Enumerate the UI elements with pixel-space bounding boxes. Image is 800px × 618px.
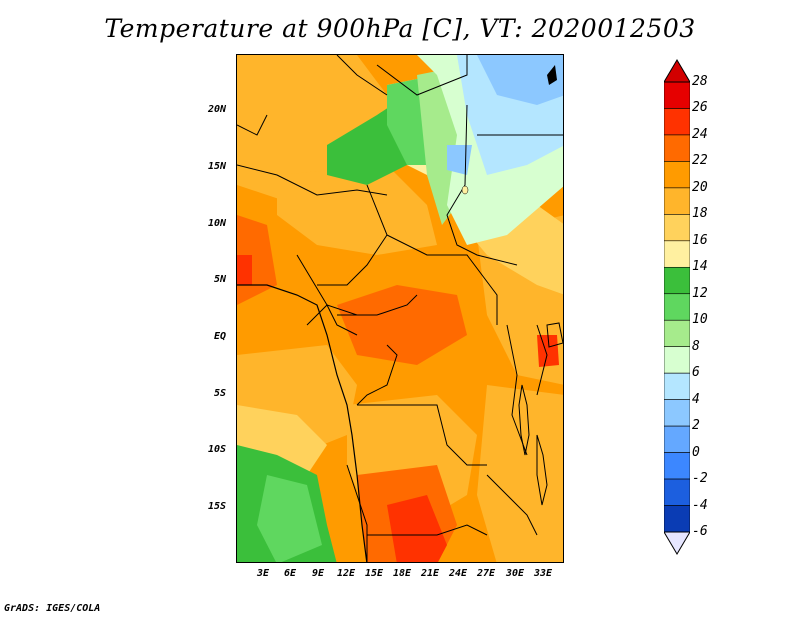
colorbar-bottom-arrow <box>664 531 690 555</box>
lat-label: 5N <box>214 274 227 285</box>
lon-label: 30E <box>506 568 525 579</box>
field-sahel <box>277 165 437 255</box>
border-car <box>386 234 498 325</box>
colorbar-swatch <box>664 399 690 427</box>
field-kalahari-red <box>387 495 447 562</box>
map-title: Temperature at 900hPa [C], VT: 202001250… <box>104 14 696 43</box>
border-angola-drc <box>357 404 487 466</box>
border-botswana <box>367 524 488 536</box>
lake-malawi <box>536 434 548 506</box>
colorbar-swatch <box>664 452 690 480</box>
colorbar-label: -6 <box>692 524 708 539</box>
colorbar-swatch <box>664 346 690 374</box>
colorbar-swatch <box>664 372 690 400</box>
colorbar-swatch <box>664 108 690 136</box>
lake-victoria <box>546 322 563 348</box>
lon-label: 9E <box>312 568 325 579</box>
colorbar-swatch <box>664 240 690 268</box>
border-niger <box>237 164 388 196</box>
colorbar-label: 28 <box>692 74 708 89</box>
border-congo <box>337 294 418 316</box>
colorbar-swatch <box>664 293 690 321</box>
field-congo-hot <box>337 285 467 365</box>
lon-label: 33E <box>534 568 553 579</box>
lat-label: 15S <box>208 501 227 512</box>
border-zambia <box>486 474 538 536</box>
field-blue <box>477 55 563 105</box>
colorbar-swatch <box>664 266 690 295</box>
colorbar-top-arrow <box>664 59 690 83</box>
field-green-sw-inner <box>257 475 322 562</box>
lake-tanganyika <box>518 384 530 456</box>
colorbar <box>664 59 690 555</box>
colorbar-label: -2 <box>692 471 708 487</box>
colorbar-swatches <box>664 81 690 533</box>
border-sudan-chad <box>446 104 518 266</box>
colorbar-label: 24 <box>692 126 708 142</box>
footer-credit: GrADS: IGES/COLA <box>4 603 101 614</box>
colorbar-label: 16 <box>692 232 708 248</box>
colorbar-swatch <box>664 505 690 533</box>
colorbar-label: 20 <box>692 179 708 195</box>
border-mali <box>237 114 268 136</box>
country-borders <box>237 55 563 562</box>
lat-label: 10S <box>208 444 227 455</box>
border-drc-east <box>506 324 528 456</box>
lake-chad <box>461 185 469 195</box>
field-east-south <box>477 385 563 562</box>
lon-label: 21E <box>421 568 440 579</box>
colorbar-swatch <box>664 214 690 242</box>
lon-label: 12E <box>337 568 356 579</box>
colorbar-swatch <box>664 425 690 453</box>
field-westafrica-red <box>237 255 252 285</box>
lon-label: 15E <box>365 568 384 579</box>
border-uganda <box>536 324 548 396</box>
border-namibia <box>346 464 368 562</box>
border-gabon <box>306 304 358 336</box>
colorbar-label: 22 <box>692 153 708 169</box>
colorbar-label: 8 <box>692 338 700 354</box>
lon-label: 18E <box>393 568 412 579</box>
border-drc-west <box>356 344 398 406</box>
colorbar-label: 4 <box>692 391 700 407</box>
temperature-map <box>236 54 564 563</box>
lon-label: 3E <box>257 568 270 579</box>
lon-label: 24E <box>449 568 468 579</box>
lat-label: 15N <box>208 161 227 172</box>
lat-label: 5S <box>214 388 227 399</box>
atlantic-coastline <box>237 284 368 562</box>
colorbar-label: 12 <box>692 285 708 301</box>
colorbar-label: 2 <box>692 418 700 434</box>
border-algeria-libya <box>336 55 388 96</box>
red-sea-coast <box>547 65 557 85</box>
colorbar-swatch <box>664 187 690 215</box>
colorbar-swatch <box>664 81 690 109</box>
colorbar-label: 6 <box>692 365 700 381</box>
colorbar-label: -4 <box>692 497 708 513</box>
lon-label: 6E <box>284 568 297 579</box>
colorbar-swatch <box>664 161 690 189</box>
map-canvas <box>237 55 563 562</box>
lon-label: 27E <box>477 568 496 579</box>
colorbar-label: 18 <box>692 206 708 222</box>
colorbar-label: 14 <box>692 259 708 275</box>
border-nigeria <box>317 184 388 286</box>
colorbar-label: 0 <box>692 444 700 460</box>
border-libya-egypt <box>376 55 468 96</box>
colorbar-label: 26 <box>692 100 708 116</box>
colorbar-swatch <box>664 319 690 348</box>
colorbar-swatch <box>664 134 690 162</box>
lat-label: 20N <box>208 104 227 115</box>
colorbar-swatch <box>664 478 690 506</box>
colorbar-label: 10 <box>692 312 708 328</box>
lat-label: 10N <box>208 218 227 229</box>
lat-label: EQ <box>214 331 227 342</box>
